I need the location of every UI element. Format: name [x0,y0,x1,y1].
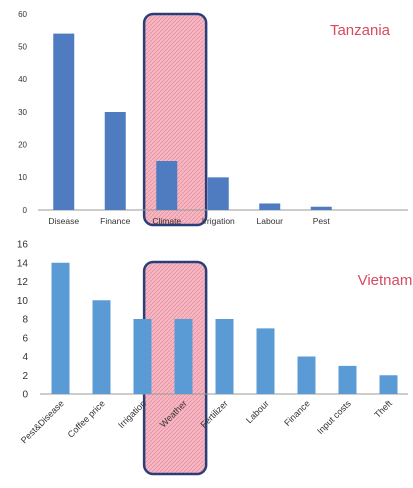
bar-vietnam-8 [379,375,398,394]
y-tick-label: 6 [22,333,28,344]
chart-title: Tanzania [330,22,391,39]
y-tick-label: 20 [18,140,27,149]
bar-vietnam-0 [51,262,70,394]
y-tick-label: 50 [18,42,27,51]
y-tick-label: 12 [17,277,29,288]
x-tick-label: Finance [100,216,131,226]
y-tick-label: 0 [23,206,28,215]
bar-tanzania-0 [53,33,75,210]
x-tick-label: Labour [244,398,271,425]
y-tick-label: 10 [18,173,27,182]
bar-vietnam-5 [256,328,275,394]
bar-vietnam-2 [133,319,152,394]
bar-vietnam-3 [174,319,193,394]
bar-tanzania-5 [310,206,332,210]
x-tick-label: Irrigation [202,216,235,226]
x-tick-label: Coffee price [66,398,107,439]
bar-vietnam-4 [215,319,234,394]
y-tick-label: 40 [18,75,27,84]
x-tick-label: Input costs [315,398,353,436]
chart-tanzania: 0 10 20 30 40 50 60 Disease Finance Climate Irriga… [18,10,408,226]
bar-tanzania-4 [259,203,281,210]
bar-vietnam-7 [338,365,357,394]
y-tick-label: 0 [22,390,28,401]
y-tick-label: 4 [22,352,28,363]
chart-title: Vietnam [358,272,413,289]
x-tick-label: Finance [282,398,312,428]
x-tick-label: Labour [257,216,284,226]
y-tick-label: 14 [17,258,29,269]
bar-vietnam-6 [297,356,316,394]
bar-tanzania-3 [207,177,229,210]
y-tick-label: 30 [18,108,27,117]
x-tick-label: Climate [152,216,181,226]
bar-tanzania-2 [156,161,178,210]
y-tick-label: 10 [17,296,29,307]
x-tick-label: Pest&Disease [19,398,66,445]
y-tick-label: 2 [22,371,28,382]
y-tick-label: 60 [18,10,27,19]
y-tick-label: 8 [22,315,28,326]
bar-vietnam-1 [92,300,111,394]
bar-tanzania-1 [104,112,126,210]
x-tick-label: Theft [372,398,394,420]
x-tick-label: Disease [48,216,79,226]
x-tick-label: Pest [313,216,331,226]
y-tick-label: 16 [17,240,29,251]
